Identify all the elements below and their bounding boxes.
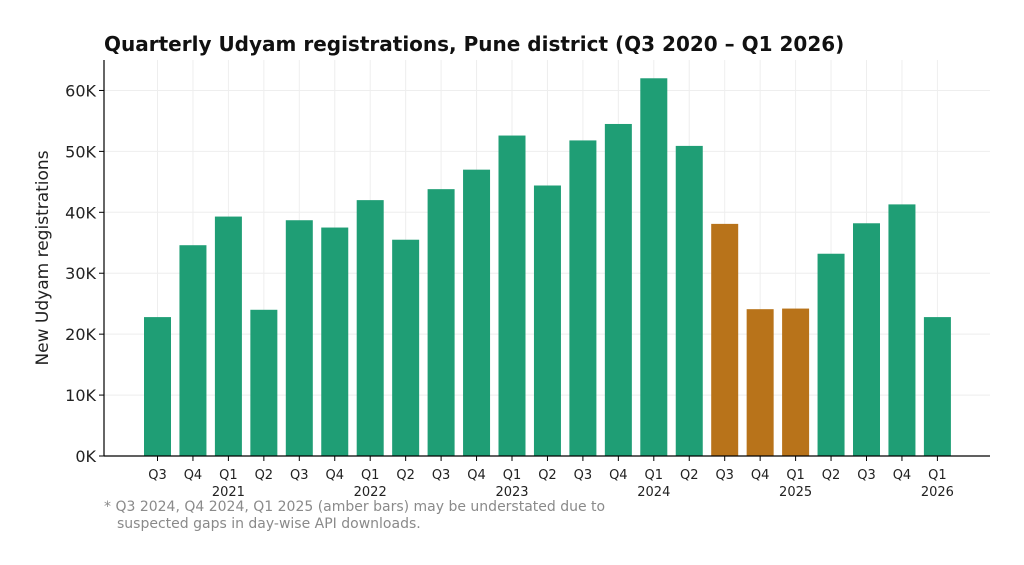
bar [392, 239, 420, 456]
x-tick-label: Q4 [325, 468, 344, 483]
x-tick-year-label: 2022 [354, 485, 387, 500]
bar-flagged [782, 308, 810, 456]
x-tick-label: Q2 [396, 468, 415, 483]
bar [179, 245, 207, 456]
x-tick-year-label: 2021 [212, 485, 245, 500]
y-ticks: 0K 10K 20K 30K 40K 50K 60K [65, 81, 104, 466]
bar [817, 253, 845, 456]
footnote-line-2: suspected gaps in day-wise API downloads… [117, 516, 421, 532]
x-tick-label: Q2 [538, 468, 557, 483]
bar-flagged [711, 223, 739, 456]
y-tick-label: 0K [75, 447, 96, 466]
y-tick-label: 10K [65, 386, 96, 405]
y-tick-label: 50K [65, 142, 96, 161]
chart-title: Quarterly Udyam registrations, Pune dist… [104, 32, 844, 56]
x-tick-year-label: 2024 [637, 485, 670, 500]
bar [640, 78, 668, 457]
bar [923, 317, 951, 456]
y-axis-label: New Udyam registrations [33, 150, 53, 365]
x-tick-year-label: 2023 [495, 485, 528, 500]
x-tick-label: Q4 [751, 468, 770, 483]
x-tick-label: Q1 [928, 468, 947, 483]
bar [569, 140, 597, 456]
bars [144, 78, 951, 457]
x-tick-label: Q4 [893, 468, 912, 483]
y-tick-label: 20K [65, 325, 96, 344]
x-tick-label: Q2 [255, 468, 274, 483]
bar [498, 135, 526, 456]
y-tick-label: 60K [65, 81, 96, 100]
bar [888, 204, 916, 456]
bar [463, 169, 491, 456]
y-tick-label: 30K [65, 264, 96, 283]
x-tick-label: Q1 [361, 468, 380, 483]
bar [356, 200, 384, 456]
x-tick-label: Q4 [184, 468, 203, 483]
x-tick-label: Q3 [432, 468, 451, 483]
y-tick-label: 40K [65, 203, 96, 222]
x-tick-label: Q3 [715, 468, 734, 483]
x-tick-label: Q3 [290, 468, 309, 483]
x-tick-label: Q2 [680, 468, 699, 483]
x-tick-label: Q1 [219, 468, 238, 483]
x-tick-label: Q1 [786, 468, 805, 483]
bar [214, 216, 242, 456]
x-tick-label: Q1 [645, 468, 664, 483]
x-tick-label: Q3 [574, 468, 593, 483]
bar [250, 309, 278, 456]
bar [675, 145, 703, 456]
bar [285, 220, 313, 456]
bar [853, 223, 880, 456]
bar [321, 227, 349, 456]
x-ticks: Q3 Q4 Q1 2021 Q2 Q3 Q4 Q1 2022 Q2 Q3 Q4 Q1 2023 Q2 Q3 Q4… [148, 456, 954, 500]
bar [144, 317, 171, 456]
x-tick-label: Q4 [467, 468, 486, 483]
bar-flagged [746, 309, 774, 456]
x-tick-label: Q2 [822, 468, 841, 483]
x-tick-label: Q3 [148, 468, 167, 483]
x-tick-year-label: 2025 [779, 485, 812, 500]
x-tick-year-label: 2026 [921, 485, 954, 500]
bar [604, 123, 632, 456]
bar [427, 189, 455, 456]
x-tick-label: Q3 [857, 468, 876, 483]
footnote-line-1: * Q3 2024, Q4 2024, Q1 2025 (amber bars)… [104, 499, 605, 515]
x-tick-label: Q4 [609, 468, 628, 483]
x-tick-label: Q1 [503, 468, 522, 483]
bar [533, 185, 561, 457]
